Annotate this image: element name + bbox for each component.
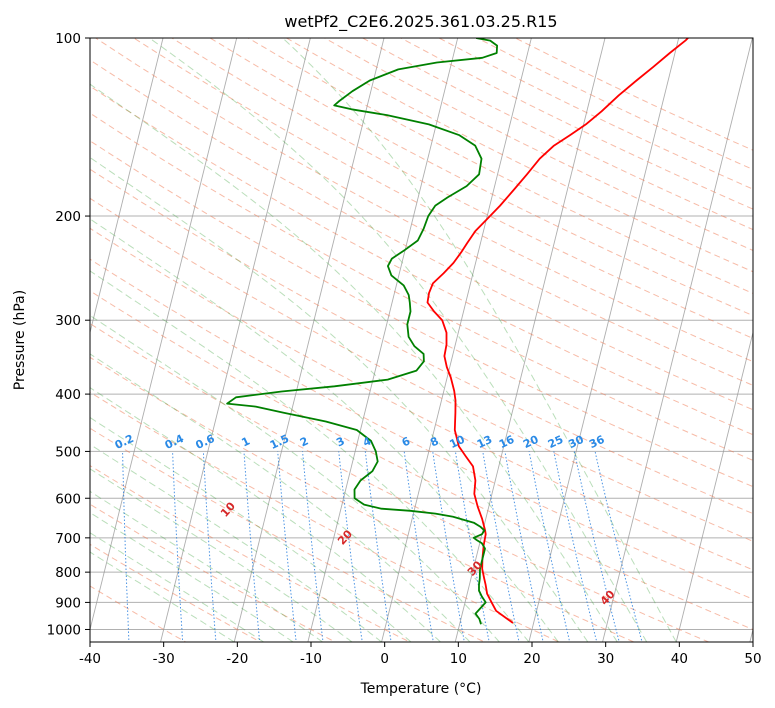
y-tick-label: 100 [55, 31, 81, 47]
dry-adiabat-80 [90, 197, 753, 542]
dry-adiabat-160 [170, 38, 753, 339]
isotherm--30 [160, 38, 311, 642]
moist-adiabat-4 [90, 416, 412, 642]
x-tick-label: 30 [597, 651, 614, 667]
dry-adiabats [90, 38, 753, 642]
y-tick-label: 600 [55, 491, 81, 507]
moist-adiabat-12 [90, 353, 471, 642]
moist-adiabat-0 [90, 443, 382, 642]
moist-adiabat--16 [90, 532, 264, 642]
pressure-gridlines [90, 38, 753, 630]
moist-adiabat-24 [90, 218, 559, 642]
x-axis: -40 -30 -20 -10 0 10 20 30 40 50 [79, 642, 762, 667]
series-line-0 [426, 38, 690, 624]
x-tick-label: 0 [380, 651, 389, 667]
dry-adiabat-150 [132, 38, 753, 363]
isotherm--10 [307, 38, 459, 642]
moist-adiabat-32 [90, 83, 618, 642]
moist-adiabat--20 [90, 551, 235, 642]
dry-adiabat-100 [90, 140, 753, 488]
plot-frame [89, 37, 754, 643]
moist-adiabat-40 [282, 38, 677, 642]
series-line-1 [226, 38, 498, 625]
mixing-line-36 [594, 451, 643, 642]
mixing-ratio-label: 10 [448, 433, 468, 451]
y-tick-label: 1000 [47, 622, 81, 638]
mixing-line-20 [528, 451, 571, 642]
mixing-line-2 [302, 451, 324, 642]
mixing-ratio-label: 25 [546, 433, 565, 451]
plot-area: -100-90-80-70-60-50-40-30-20-10010203040… [90, 38, 753, 642]
mixing-ratio-label: 20 [521, 433, 541, 451]
y-tick-label: 200 [55, 209, 81, 225]
mixing-line-10 [454, 451, 490, 642]
mixing-line-13 [482, 451, 520, 642]
mixing-ratio-label: 16 [497, 433, 517, 451]
x-tick-label: 10 [450, 651, 467, 667]
dry-adiabat-130 [90, 59, 753, 411]
sounding-series [226, 38, 690, 625]
mixing-ratio-lines [122, 451, 643, 642]
dry-adiabat-90 [90, 168, 753, 515]
isotherm-10 [454, 38, 606, 642]
y-tick-label: 900 [55, 595, 81, 611]
y-axis: 1000 900 800 700 600 500 400 300 200 100 [47, 31, 90, 638]
moist-adiabat--4 [90, 468, 353, 642]
moist-adiabats [90, 38, 677, 642]
isotherm-0 [381, 38, 532, 642]
y-tick-label: 700 [55, 531, 81, 547]
isotherm-20 [528, 38, 680, 642]
x-tick-label: -30 [153, 651, 175, 667]
moist-adiabat-20 [90, 270, 530, 642]
mixing-line-0.2 [122, 451, 130, 642]
mixing-line-0.4 [172, 451, 184, 642]
isotherm--20 [233, 38, 385, 642]
isotherm--40 [90, 38, 238, 632]
mixing-ratio-label: 36 [587, 433, 607, 451]
dry-adiabat-0 [90, 465, 411, 642]
dry-adiabat-20 [90, 391, 561, 642]
mixing-line-1.5 [277, 451, 297, 642]
dry-adiabat-10 [90, 427, 486, 642]
chart-title: wetPf2_C2E6.2025.361.03.25.R15 [284, 12, 557, 32]
mixing-ratio-label: 30 [566, 433, 586, 451]
x-tick-label: -40 [79, 651, 101, 667]
dry-adiabat-180 [247, 38, 753, 294]
mixing-line-25 [553, 451, 598, 642]
x-tick-label: -10 [300, 651, 322, 667]
x-axis-label: Temperature (°C) [360, 681, 482, 697]
moist-adiabat-36 [149, 38, 648, 642]
dry-adiabat-30 [90, 356, 636, 642]
y-tick-label: 400 [55, 387, 81, 403]
mixing-line-30 [573, 451, 620, 642]
mixing-line-8 [432, 451, 465, 642]
mixing-line-6 [403, 451, 434, 642]
moist-adiabat-16 [90, 314, 500, 642]
x-tick-label: 50 [744, 651, 761, 667]
x-tick-label: 20 [523, 651, 540, 667]
dry-adiabat-120 [90, 85, 753, 436]
moist-adiabat-28 [90, 156, 589, 642]
mixing-line-3 [338, 451, 363, 642]
y-tick-label: 500 [55, 444, 81, 460]
mixing-line-4 [364, 451, 392, 642]
y-tick-label: 800 [55, 565, 81, 581]
dry-adiabat--10 [90, 503, 337, 642]
skewed-isotherms [90, 38, 753, 642]
dry-adiabat-70 [90, 227, 753, 571]
mixing-line-1 [243, 451, 261, 642]
y-axis-label: Pressure (hPa) [12, 290, 28, 390]
x-tick-label: -20 [226, 651, 248, 667]
y-tick-label: 300 [55, 313, 81, 329]
isotherm-30 [602, 38, 753, 642]
x-tick-label: 40 [671, 651, 688, 667]
mixing-ratio-label: 13 [475, 433, 494, 451]
mixing-line-16 [504, 451, 544, 642]
dry-adiabat-50 [90, 290, 753, 631]
